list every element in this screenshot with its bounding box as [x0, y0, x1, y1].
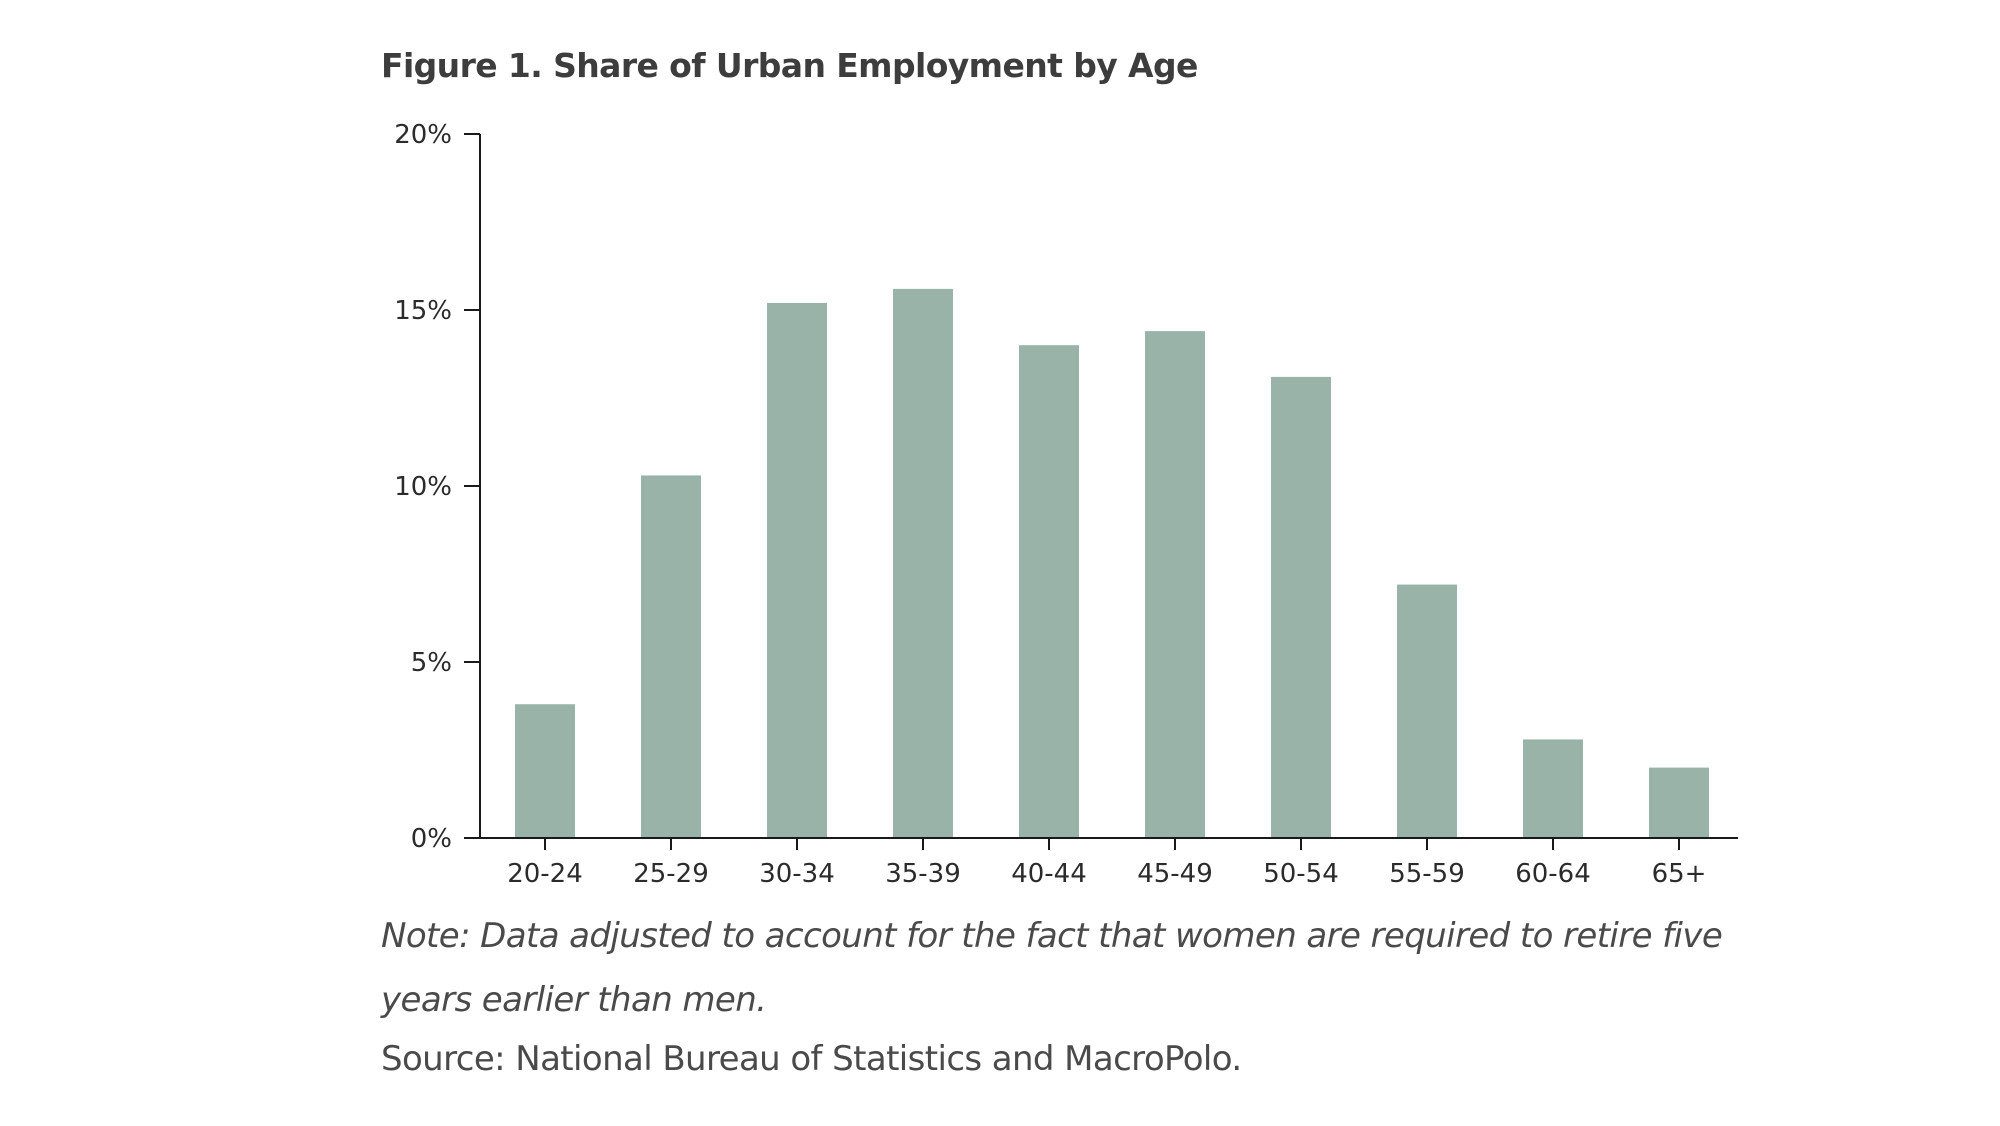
bar-50-54 — [1271, 376, 1331, 838]
figure-note: Note: Data adjusted to account for the f… — [381, 916, 1723, 1020]
bar-45-49 — [1145, 331, 1205, 838]
figure-source: Source: National Bureau of Statistics an… — [381, 1039, 1242, 1079]
y-tick-label: 20% — [394, 120, 452, 150]
bar-60-64 — [1523, 739, 1583, 838]
bar-65+ — [1649, 767, 1709, 838]
x-tick-label: 30-34 — [759, 859, 835, 889]
x-tick-label: 50-54 — [1263, 859, 1339, 889]
axes-group: 0% 5% 10% 15% 20% 20-24 25-29 30-34 35-39 40-44 45… — [394, 120, 1738, 889]
x-tick-label: 65+ — [1652, 859, 1707, 889]
x-tick-label: 35-39 — [885, 859, 961, 889]
bar-55-59 — [1397, 584, 1457, 838]
bar-chart: 0% 5% 10% 15% 20% 20-24 25-29 30-34 35-39 40-44 45… — [394, 120, 1738, 889]
y-tick-label: 0% — [411, 824, 452, 854]
x-tick-label: 55-59 — [1389, 859, 1465, 889]
figure-title: Figure 1. Share of Urban Employment by A… — [381, 46, 1198, 85]
bar-35-39 — [893, 288, 953, 838]
x-tick-label: 60-64 — [1515, 859, 1591, 889]
bar-25-29 — [641, 475, 701, 838]
x-tick-label: 20-24 — [507, 859, 583, 889]
y-tick-label: 15% — [394, 296, 452, 326]
x-tick-label: 40-44 — [1011, 859, 1087, 889]
bar-40-44 — [1019, 345, 1079, 838]
x-tick-label: 25-29 — [633, 859, 709, 889]
x-tick-label: 45-49 — [1137, 859, 1213, 889]
bar-20-24 — [515, 704, 575, 838]
y-tick-label: 5% — [411, 648, 452, 678]
y-tick-label: 10% — [394, 472, 452, 502]
bar-30-34 — [767, 302, 827, 839]
bars-group — [515, 288, 1709, 839]
